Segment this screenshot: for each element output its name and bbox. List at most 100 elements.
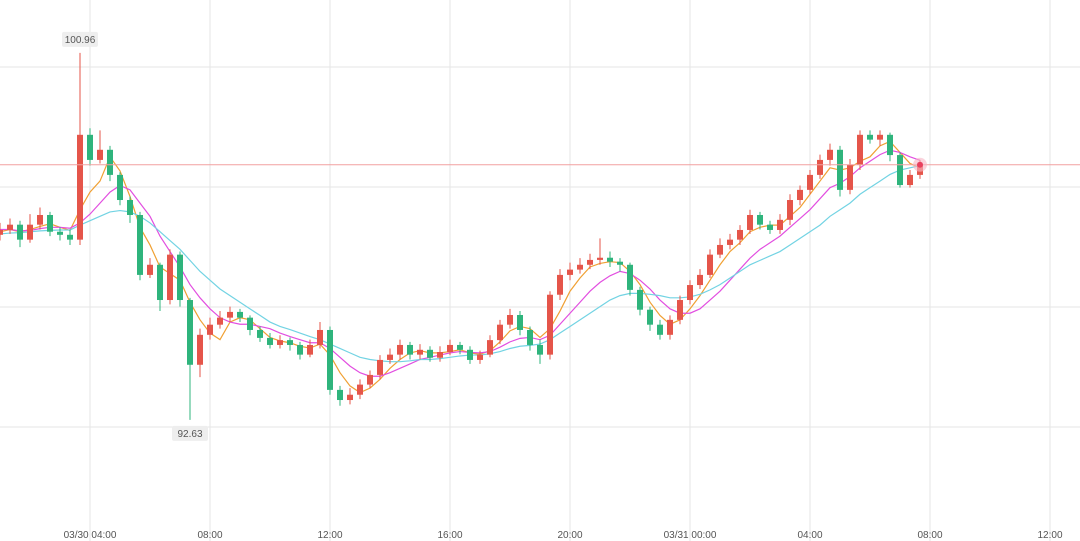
candle-body xyxy=(667,319,673,335)
candle-body xyxy=(537,344,543,355)
x-tick-label: 12:00 xyxy=(1037,530,1062,541)
candle-body xyxy=(307,344,313,355)
candle-body xyxy=(327,329,333,390)
candle-body xyxy=(147,264,153,275)
candle-body xyxy=(837,149,843,190)
candle-body xyxy=(797,189,803,201)
candle-body xyxy=(47,214,53,232)
candle-body xyxy=(167,254,173,301)
last-price-dot xyxy=(917,161,923,168)
candle-body xyxy=(607,257,613,262)
candle-body xyxy=(437,352,443,358)
candle-body xyxy=(0,229,3,235)
candle-body xyxy=(897,155,903,186)
candle-body xyxy=(747,214,753,230)
x-tick-label: 16:00 xyxy=(437,530,462,541)
candle-body xyxy=(427,349,433,358)
candle-body xyxy=(627,264,633,290)
candle-body xyxy=(127,200,133,215)
candle-body xyxy=(67,234,73,240)
candle-body xyxy=(467,349,473,360)
x-tick-label: 20:00 xyxy=(557,530,582,541)
candle-body xyxy=(367,374,373,385)
candle-body xyxy=(87,134,93,160)
candle-body xyxy=(197,334,203,365)
candle-body xyxy=(217,317,223,325)
candles xyxy=(0,52,923,420)
candle-body xyxy=(247,317,253,330)
candle-body xyxy=(337,389,343,401)
candle-body xyxy=(357,384,363,395)
candle-body xyxy=(617,261,623,265)
candle-body xyxy=(657,324,663,335)
candle-body xyxy=(567,269,573,275)
candle-body xyxy=(637,289,643,310)
extreme-label-box xyxy=(62,31,98,47)
candle-body xyxy=(237,311,243,318)
extreme-label: 100.96 xyxy=(65,35,96,46)
candle-body xyxy=(817,159,823,175)
candle-body xyxy=(847,164,853,190)
candle-body xyxy=(257,329,263,338)
candle-body xyxy=(397,344,403,355)
x-tick-label: 04:00 xyxy=(797,530,822,541)
candle-body xyxy=(37,214,43,225)
candle-body xyxy=(117,174,123,201)
candle-body xyxy=(267,337,273,345)
candle-body xyxy=(827,149,833,160)
candle-body xyxy=(227,311,233,318)
candle-body xyxy=(347,394,353,401)
candle-body xyxy=(77,134,83,240)
extreme-label: 92.63 xyxy=(177,429,202,440)
candle-body xyxy=(727,239,733,245)
candle-body xyxy=(297,344,303,355)
candle-body xyxy=(707,254,713,275)
candle-body xyxy=(377,359,383,375)
candle-body xyxy=(517,314,523,330)
candle-body xyxy=(487,340,493,355)
candle-body xyxy=(57,231,63,235)
candle-body xyxy=(447,344,453,353)
candle-body xyxy=(277,340,283,345)
x-tick-label: 03/31 00:00 xyxy=(664,530,717,541)
candle-body xyxy=(7,224,13,230)
candle-body xyxy=(97,149,103,160)
candle-body xyxy=(867,134,873,140)
candle-body xyxy=(407,344,413,355)
candle-body xyxy=(777,219,783,230)
candle-body xyxy=(187,300,193,365)
candle-body xyxy=(317,329,323,345)
candle-body xyxy=(177,254,183,301)
candle-body xyxy=(157,264,163,301)
candle-body xyxy=(207,324,213,335)
candle-body xyxy=(887,134,893,156)
candle-body xyxy=(137,214,143,275)
extreme-label-box xyxy=(172,425,208,441)
candle-body xyxy=(647,309,653,325)
candle-body xyxy=(857,134,863,165)
candle-body xyxy=(787,200,793,220)
candle-body xyxy=(557,274,563,295)
candle-body xyxy=(757,214,763,225)
candle-body xyxy=(807,174,813,190)
x-tick-label: 12:00 xyxy=(317,530,342,541)
candle-body xyxy=(767,224,773,230)
x-tick-label: 03/30 04:00 xyxy=(64,530,117,541)
candle-body xyxy=(877,134,883,140)
candle-body xyxy=(417,349,423,355)
candle-body xyxy=(287,340,293,345)
candle-body xyxy=(107,149,113,175)
candle-body xyxy=(677,300,683,320)
x-tick-label: 08:00 xyxy=(917,530,942,541)
candle-body xyxy=(477,354,483,360)
candle-body xyxy=(17,224,23,240)
candle-body xyxy=(907,174,913,186)
x-tick-label: 08:00 xyxy=(197,530,222,541)
candle-body xyxy=(697,274,703,286)
candle-body xyxy=(687,285,693,301)
candle-body xyxy=(597,257,603,260)
candle-body xyxy=(497,324,503,341)
candle-body xyxy=(737,229,743,240)
candle-body xyxy=(717,244,723,255)
